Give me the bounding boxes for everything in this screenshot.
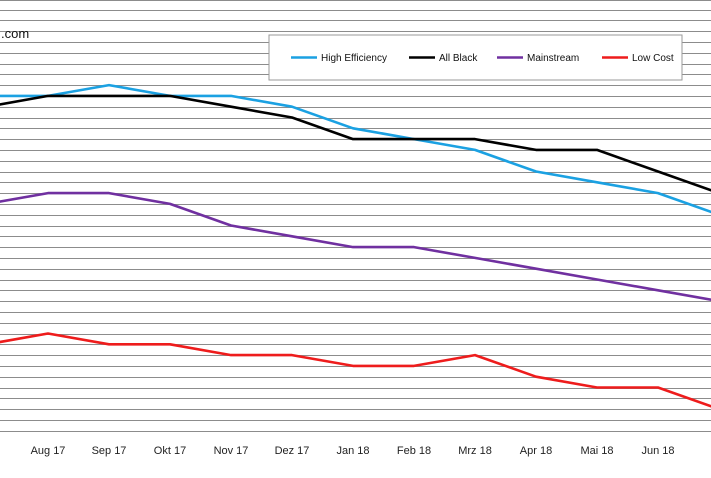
series-line-all-black xyxy=(0,94,711,192)
x-tick-label: Apr 18 xyxy=(520,445,552,457)
x-tick-label: Dez 17 xyxy=(275,445,310,457)
x-tick-label: Sep 17 xyxy=(92,445,127,457)
legend-label: Low Cost xyxy=(632,53,674,64)
series-lines xyxy=(0,83,711,408)
x-tick-label: Mrz 18 xyxy=(458,445,492,457)
x-tick-label: Mai 18 xyxy=(580,445,613,457)
x-tick-label: Jan 18 xyxy=(336,445,369,457)
x-tick-label: Jun 18 xyxy=(641,445,674,457)
x-tick-label: Feb 18 xyxy=(397,445,431,457)
x-tick-label: Nov 17 xyxy=(214,445,249,457)
legend: High Efficiency All Black Mainstream Low Co… xyxy=(268,34,683,81)
series-line-mainstream xyxy=(0,191,711,302)
legend-label: Mainstream xyxy=(527,53,579,64)
series-line-low-cost xyxy=(0,332,711,408)
legend-label: High Efficiency xyxy=(321,53,387,64)
series-line-high-efficiency xyxy=(0,83,711,214)
legend-label: All Black xyxy=(439,53,478,64)
x-tick-label: Okt 17 xyxy=(154,445,186,457)
source-watermark: .com xyxy=(1,26,29,41)
x-tick-label: Aug 17 xyxy=(31,445,66,457)
